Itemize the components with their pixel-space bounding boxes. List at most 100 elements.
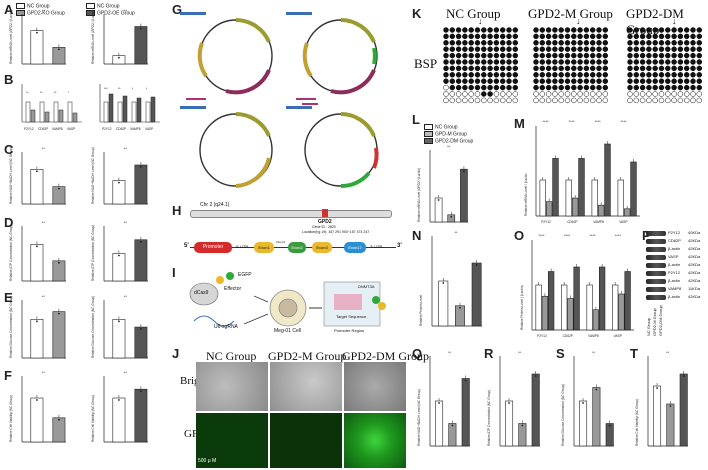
cpg-site [577,78,583,84]
cpg-site [455,40,462,46]
blot-size: 42KDa [688,278,701,283]
significance: ** [666,350,670,355]
cpg-site [602,27,609,33]
cpg-site [481,91,487,97]
h-gene-id: Gene ID : 2820 [312,225,336,229]
cpg-site [596,91,602,97]
cpg-site [596,65,602,72]
j-image-gfp-nc [196,413,268,468]
y-axis-label: Relative ATP Concentration (NC Group) [9,225,13,281]
blot-row: β-actin 42KDa [646,278,704,285]
cpg-site [652,46,658,52]
point-1 [459,306,461,309]
cpg-site [499,78,506,84]
cpg-site [589,59,596,65]
significance: ** [518,350,522,355]
cpg-site [671,46,677,52]
cpg-site [512,78,519,84]
chart-d-5: ** Relative ATP Concentration (NC Group) [91,220,148,282]
cpg-site [449,46,456,52]
significance: ** [124,8,128,13]
cpg-site [577,46,583,52]
cpg-site [696,78,703,84]
cpg-site [690,46,696,52]
chart-f-8: ** Relative Cell Viability (NC Group) [9,370,66,443]
cpg-site [665,72,671,78]
panel-h-gene-diagram: Chr 2 (q24.1) GPD2 Gene ID : 2820 Locati… [184,202,406,262]
cpg-site [552,91,558,97]
cpg-site [545,72,552,78]
b-gene-7: VAMP8 [130,127,141,131]
k-title-m: GPD2-M Group [528,6,613,21]
cpg-site [474,97,481,104]
cpg-site [487,33,493,40]
cpg-site [499,52,506,59]
j-image-gfp-m [270,413,342,468]
blot-band [646,279,666,284]
cpg-site [690,52,696,59]
cpg-site [487,46,493,52]
cpg-site [646,65,652,72]
b-sig-3: ** [54,91,57,95]
cpg-site [577,72,583,78]
blot-label: P2Y12 [668,270,681,275]
cpg-site [646,91,652,97]
bsp-grid-nc [443,27,519,104]
cpg-site [449,40,456,46]
cpg-site [602,33,609,40]
cpg-site [571,72,577,78]
cpg-site [443,52,449,59]
cpg-site [533,59,539,65]
panel-label-r: R [484,346,494,361]
cpg-site [462,27,468,33]
blot-size: 42KDa [688,246,701,251]
point-0 [36,170,38,173]
blot-label: β-actin [668,278,681,283]
cpg-site [468,27,474,33]
cpg-site [665,97,671,104]
cpg-site [596,59,602,65]
cpg-site [539,97,546,104]
cpg-site [552,78,558,84]
cpg-site [577,84,583,91]
cpg-site [512,27,519,33]
cpg-site [671,91,677,97]
cpg-site [652,84,658,91]
cpg-site [499,46,506,52]
cpg-site [512,52,519,59]
blot-size: 40KDa [688,230,701,235]
cpg-site [474,27,481,33]
significance: ** [42,370,46,375]
point-2 [475,264,478,266]
cpg-site [545,65,552,72]
cpg-site [583,40,590,46]
cpg-site [646,46,652,52]
point-0 [36,245,38,248]
cpg-site [481,52,487,59]
cpg-site [639,91,646,97]
cpg-site [468,40,474,46]
chart-e-7: ** Relative Glucose Concentration (NC Gro… [91,294,148,359]
cpg-site [696,46,703,52]
h-five-prime: 5' [184,243,189,249]
cpg-site [455,65,462,72]
blot-band [646,263,666,268]
point-0 [118,399,120,401]
cpg-site [658,40,665,46]
cpg-site [506,65,512,72]
cpg-site [493,46,500,52]
cpg-site [462,52,468,59]
cpg-site [443,59,449,65]
cpg-site [639,52,646,59]
cpg-site [583,97,590,104]
cpg-site [646,27,652,33]
b-gene-3: VAMP8 [52,127,63,131]
cpg-site [481,65,487,72]
cpg-site [474,91,481,97]
cpg-site [455,59,462,65]
cpg-site [462,97,468,104]
blot-label: VAMP8 [668,286,682,291]
cpg-site [652,78,658,84]
point-2 [682,375,685,377]
chart-c-3: ** Relative NAD+/NADH Level (NC Group) [91,146,148,205]
